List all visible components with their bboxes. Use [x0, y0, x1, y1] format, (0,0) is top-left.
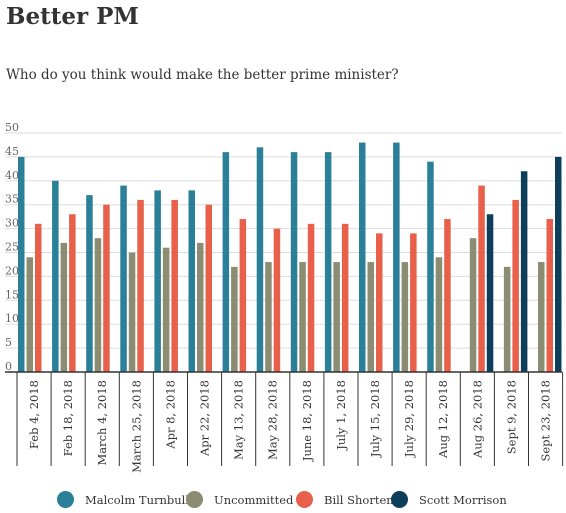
bar-malcolm-turnbull-may-13-2018 [222, 152, 230, 372]
legend-item-uncommitted: Uncommitted [186, 491, 293, 508]
bar-uncommitted-july-15-2018 [367, 262, 374, 372]
bar-bill-shorten-may-28-2018 [273, 228, 281, 372]
x-tick-label-july-15-2018: July 15, 2018 [368, 380, 382, 458]
bar-malcolm-turnbull-apr-22-2018 [188, 190, 195, 372]
bar-bill-shorten-july-1-2018 [341, 223, 349, 372]
legend-label-bill-shorten: Bill Shorten [324, 492, 394, 507]
x-tick-label-july-29-2018: July 29, 2018 [402, 380, 416, 458]
bar-bill-shorten-sept-9-2018 [512, 199, 519, 372]
bar-malcolm-turnbull-june-18-2018 [290, 152, 298, 372]
x-tick-label-june-18-2018: June 18, 2018 [300, 380, 314, 462]
bar-malcolm-turnbull-may-28-2018 [256, 147, 264, 372]
y-tick-label-10: 10 [5, 312, 19, 325]
bar-malcolm-turnbull-march-4-2018 [86, 195, 93, 372]
x-tick-label-may-28-2018: May 28, 2018 [266, 380, 280, 460]
bar-uncommitted-march-4-2018 [94, 238, 102, 372]
y-tick-label-50: 50 [5, 121, 19, 134]
x-tick-label-march-25-2018: March 25, 2018 [129, 380, 143, 473]
x-tick-label-may-13-2018: May 13, 2018 [232, 380, 246, 460]
bar-uncommitted-sept-9-2018 [503, 266, 511, 372]
legend-label-uncommitted: Uncommitted [214, 492, 294, 507]
bar-malcolm-turnbull-aug-12-2018 [427, 161, 434, 372]
y-tick-label-45: 45 [5, 145, 19, 158]
y-tick-label-20: 20 [5, 264, 19, 277]
bar-uncommitted-may-13-2018 [231, 266, 238, 372]
x-tick-label-aug-26-2018: Aug 26, 2018 [470, 380, 484, 459]
y-tick-label-40: 40 [5, 169, 19, 182]
bar-uncommitted-june-18-2018 [299, 262, 306, 372]
bar-bill-shorten-june-18-2018 [307, 223, 315, 372]
bar-bill-shorten-july-29-2018 [410, 233, 417, 372]
x-tick-label-feb-4-2018: Feb 4, 2018 [27, 380, 41, 449]
bar-bill-shorten-feb-4-2018 [35, 223, 42, 372]
y-tick-label-25: 25 [5, 241, 19, 254]
y-tick-label-35: 35 [5, 193, 19, 206]
legend-item-malcolm-turnbull: Malcolm Turnbull [57, 491, 189, 508]
x-tick-label-sept-23-2018: Sept 23, 2018 [539, 380, 553, 462]
bar-malcolm-turnbull-july-15-2018 [359, 142, 366, 372]
bar-bill-shorten-march-25-2018 [137, 199, 144, 372]
bar-bill-shorten-apr-8-2018 [171, 199, 178, 372]
bar-malcolm-turnbull-apr-8-2018 [154, 190, 161, 372]
bar-malcolm-turnbull-feb-18-2018 [52, 180, 59, 372]
bar-bill-shorten-march-4-2018 [103, 204, 110, 372]
bar-uncommitted-apr-8-2018 [162, 247, 170, 372]
bar-uncommitted-may-28-2018 [265, 262, 272, 372]
bar-malcolm-turnbull-july-29-2018 [393, 142, 400, 372]
bar-bill-shorten-feb-18-2018 [69, 214, 76, 372]
bar-uncommitted-aug-26-2018 [469, 238, 477, 372]
legend-label-scott-morrison: Scott Morrison [419, 492, 507, 507]
x-tick-label-july-1-2018: July 1, 2018 [334, 380, 348, 451]
legend-item-scott-morrison: Scott Morrison [391, 491, 507, 508]
bar-bill-shorten-sept-23-2018 [546, 219, 553, 372]
legend-swatch-scott-morrison [391, 491, 408, 508]
y-tick-label-5: 5 [5, 336, 12, 349]
x-tick-label-march-4-2018: March 4, 2018 [95, 380, 109, 466]
bar-uncommitted-july-29-2018 [401, 262, 409, 372]
bar-malcolm-turnbull-feb-4-2018 [18, 156, 25, 372]
gridlines [5, 132, 562, 349]
bar-uncommitted-july-1-2018 [333, 262, 340, 372]
better-pm-bar-chart: 0 5 10 15 20 25 30 35 40 45 50 Feb 4, 2018 Feb 18, … [5, 121, 564, 473]
legend-swatch-malcolm-turnbull [57, 491, 74, 508]
bar-uncommitted-sept-23-2018 [538, 262, 545, 372]
bar-scott-morrison-sept-9-2018 [520, 171, 528, 372]
bar-malcolm-turnbull-july-1-2018 [324, 152, 332, 372]
bar-uncommitted-march-25-2018 [128, 252, 136, 372]
category-labels: Feb 4, 2018 Feb 18, 2018 March 4, 2018 Marc… [27, 380, 553, 473]
page-subtitle: Who do you think would make the better p… [6, 67, 399, 83]
x-tick-label-aug-12-2018: Aug 12, 2018 [436, 380, 450, 459]
bar-bill-shorten-july-15-2018 [376, 233, 383, 372]
legend-swatch-uncommitted [186, 491, 203, 508]
bar-scott-morrison-aug-26-2018 [486, 214, 494, 372]
bar-bill-shorten-may-13-2018 [239, 219, 247, 372]
y-tick-label-0: 0 [5, 360, 12, 373]
bar-scott-morrison-sept-23-2018 [555, 156, 562, 372]
x-axis [5, 371, 564, 466]
bar-uncommitted-aug-12-2018 [435, 257, 443, 372]
bar-uncommitted-apr-22-2018 [197, 242, 204, 372]
y-axis-ticks: 0 5 10 15 20 25 30 35 40 45 50 [5, 121, 19, 373]
bars [18, 142, 562, 372]
bar-bill-shorten-aug-26-2018 [478, 185, 485, 372]
bar-bill-shorten-aug-12-2018 [444, 219, 451, 372]
x-tick-label-apr-8-2018: Apr 8, 2018 [163, 380, 177, 450]
x-tick-label-apr-22-2018: Apr 22, 2018 [198, 380, 212, 457]
bar-bill-shorten-apr-22-2018 [205, 204, 212, 372]
y-tick-label-30: 30 [5, 217, 19, 230]
x-tick-label-feb-18-2018: Feb 18, 2018 [61, 380, 75, 456]
legend: Malcolm Turnbull Uncommitted Bill Shorten S… [0, 491, 566, 511]
legend-item-bill-shorten: Bill Shorten [296, 491, 394, 508]
legend-label-malcolm-turnbull: Malcolm Turnbull [85, 492, 190, 507]
bar-malcolm-turnbull-march-25-2018 [120, 185, 127, 372]
bar-uncommitted-feb-4-2018 [26, 257, 33, 372]
legend-swatch-bill-shorten [296, 491, 313, 508]
x-tick-label-sept-9-2018: Sept 9, 2018 [504, 380, 518, 454]
page-title: Better PM [6, 3, 139, 30]
bar-uncommitted-feb-18-2018 [60, 242, 68, 372]
y-tick-label-15: 15 [5, 288, 19, 301]
